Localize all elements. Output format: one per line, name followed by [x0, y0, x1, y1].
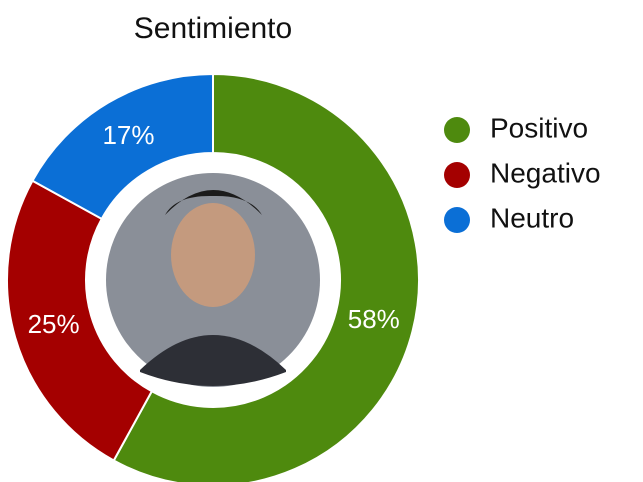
legend-marker	[444, 162, 470, 188]
data-label: 25%	[28, 309, 80, 339]
legend-marker	[444, 117, 470, 143]
center-photo	[97, 164, 329, 396]
photo-face	[171, 203, 255, 307]
legend-label: Neutro	[490, 202, 574, 233]
data-label: 17%	[102, 120, 154, 150]
chart: Sentimiento Positivo Negativo Neutro 58% 25…	[0, 0, 643, 482]
legend: Positivo Negativo Neutro	[444, 112, 601, 233]
legend-label: Positivo	[490, 112, 588, 143]
legend-marker	[444, 207, 470, 233]
chart-title: Sentimiento	[134, 12, 292, 45]
legend-label: Negativo	[490, 157, 601, 188]
data-label: 58%	[348, 304, 400, 334]
